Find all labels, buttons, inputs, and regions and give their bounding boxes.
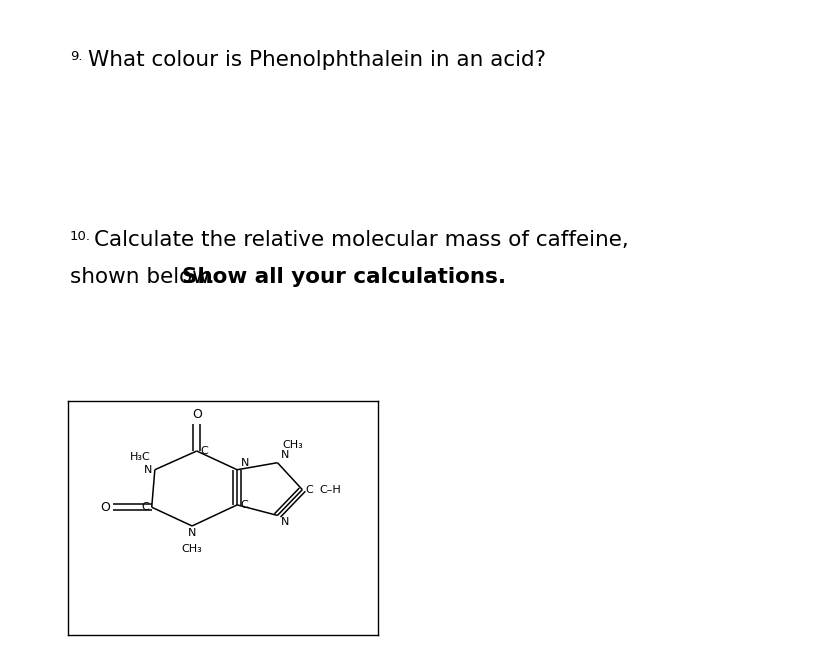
- Text: N: N: [241, 458, 249, 468]
- Text: C: C: [305, 484, 313, 494]
- Text: C: C: [141, 502, 149, 512]
- Text: H₃C: H₃C: [129, 451, 150, 461]
- Text: N: N: [280, 450, 289, 461]
- Text: shown below.: shown below.: [70, 267, 222, 287]
- Text: 10.: 10.: [70, 230, 91, 243]
- Text: C: C: [241, 500, 248, 510]
- Text: N: N: [144, 465, 152, 475]
- Text: CH₃: CH₃: [282, 440, 303, 450]
- Text: C: C: [200, 446, 208, 456]
- Text: Show all your calculations.: Show all your calculations.: [182, 267, 505, 287]
- Text: C–H: C–H: [319, 484, 341, 494]
- Text: N: N: [188, 528, 196, 539]
- Text: O: O: [100, 501, 110, 513]
- Text: N: N: [280, 517, 289, 527]
- Text: CH₃: CH₃: [181, 544, 203, 554]
- Text: What colour is Phenolphthalein in an acid?: What colour is Phenolphthalein in an aci…: [88, 50, 545, 70]
- Text: Calculate the relative molecular mass of caffeine,: Calculate the relative molecular mass of…: [94, 230, 628, 250]
- Text: 9.: 9.: [70, 50, 83, 63]
- Text: O: O: [192, 407, 202, 420]
